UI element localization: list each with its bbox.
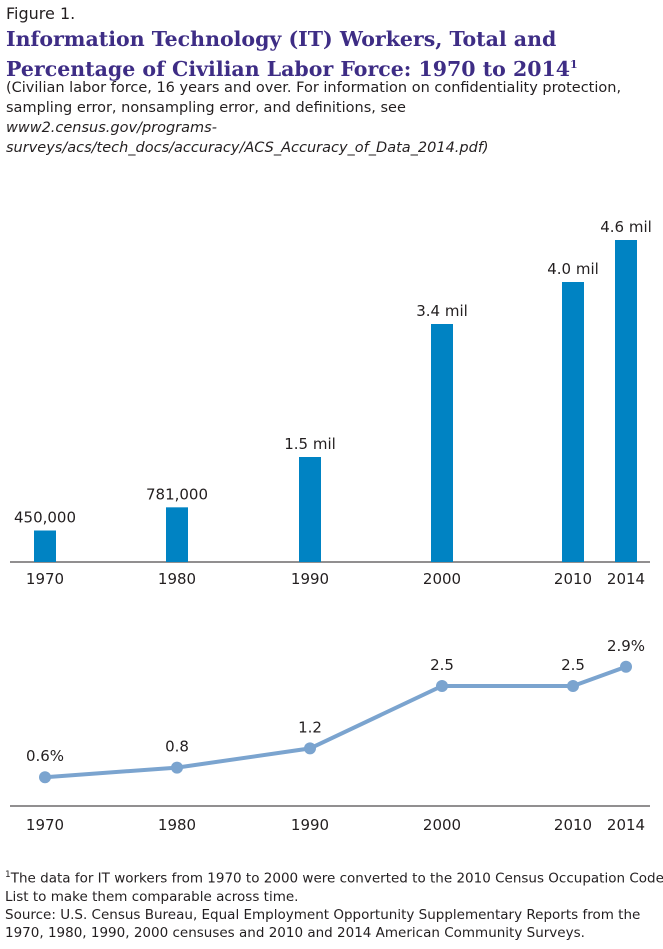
title-text: Information Technology (IT) Workers, Tot…	[6, 27, 571, 81]
bar-x-tick-1970: 1970	[26, 570, 64, 588]
bar-1980	[166, 507, 188, 562]
bar-label-2000: 3.4 mil	[416, 302, 468, 320]
line-point-1990	[304, 742, 316, 755]
line-point-1980	[171, 761, 183, 774]
line-point-1970	[39, 771, 51, 784]
bar-1970	[34, 530, 56, 562]
footnote: 1The data for IT workers from 1970 to 20…	[5, 866, 663, 906]
line-point-2014	[620, 660, 632, 673]
bar-x-tick-2010: 2010	[554, 570, 592, 588]
bar-x-tick-2000: 2000	[423, 570, 461, 588]
bar-2000	[431, 324, 453, 562]
line-x-tick-1970: 1970	[26, 816, 64, 834]
title-footnote-mark: 1	[570, 58, 578, 71]
bar-label-1970: 450,000	[14, 509, 76, 527]
bar-x-tick-1990: 1990	[291, 570, 329, 588]
footnote-text: The data for IT workers from 1970 to 200…	[5, 870, 663, 905]
line-x-tick-2000: 2000	[423, 816, 461, 834]
bar-2010	[562, 282, 584, 562]
accuracy-link[interactable]: www2.census.gov/programs-surveys/acs/tec…	[6, 120, 489, 156]
line-x-tick-1980: 1980	[158, 816, 196, 834]
footnote-mark: 1	[5, 870, 11, 880]
percent-line	[44, 664, 627, 780]
line-point-2010	[567, 680, 579, 692]
line-label-2000: 2.5	[430, 656, 454, 674]
line-x-tick-2014: 2014	[607, 816, 645, 834]
line-x-tick-1990: 1990	[291, 816, 329, 834]
line-label-1990: 1.2	[298, 718, 322, 736]
line-point-2000	[436, 680, 448, 692]
chart-title: Information Technology (IT) Workers, Tot…	[6, 26, 663, 82]
bar-label-1980: 781,000	[146, 485, 208, 503]
bar-label-2014: 4.6 mil	[600, 218, 652, 236]
bar-label-2010: 4.0 mil	[547, 260, 599, 278]
source-note: Source: U.S. Census Bureau, Equal Employ…	[5, 907, 641, 941]
bar-label-1990: 1.5 mil	[284, 435, 336, 453]
line-label-1980: 0.8	[165, 738, 189, 756]
line-label-1970: 0.6%	[26, 747, 64, 765]
bar-1990	[299, 457, 321, 562]
bar-x-tick-1980: 1980	[158, 570, 196, 588]
line-label-2014: 2.9%	[607, 637, 645, 655]
line-label-2010: 2.5	[561, 656, 585, 674]
figure-label: Figure 1.	[6, 4, 76, 23]
bar-x-tick-2014: 2014	[607, 570, 645, 588]
subtitle-text: (Civilian labor force, 16 years and over…	[6, 80, 622, 116]
chart-subtitle: (Civilian labor force, 16 years and over…	[6, 78, 663, 158]
line-x-tick-2010: 2010	[554, 816, 592, 834]
bar-2014	[615, 240, 637, 562]
